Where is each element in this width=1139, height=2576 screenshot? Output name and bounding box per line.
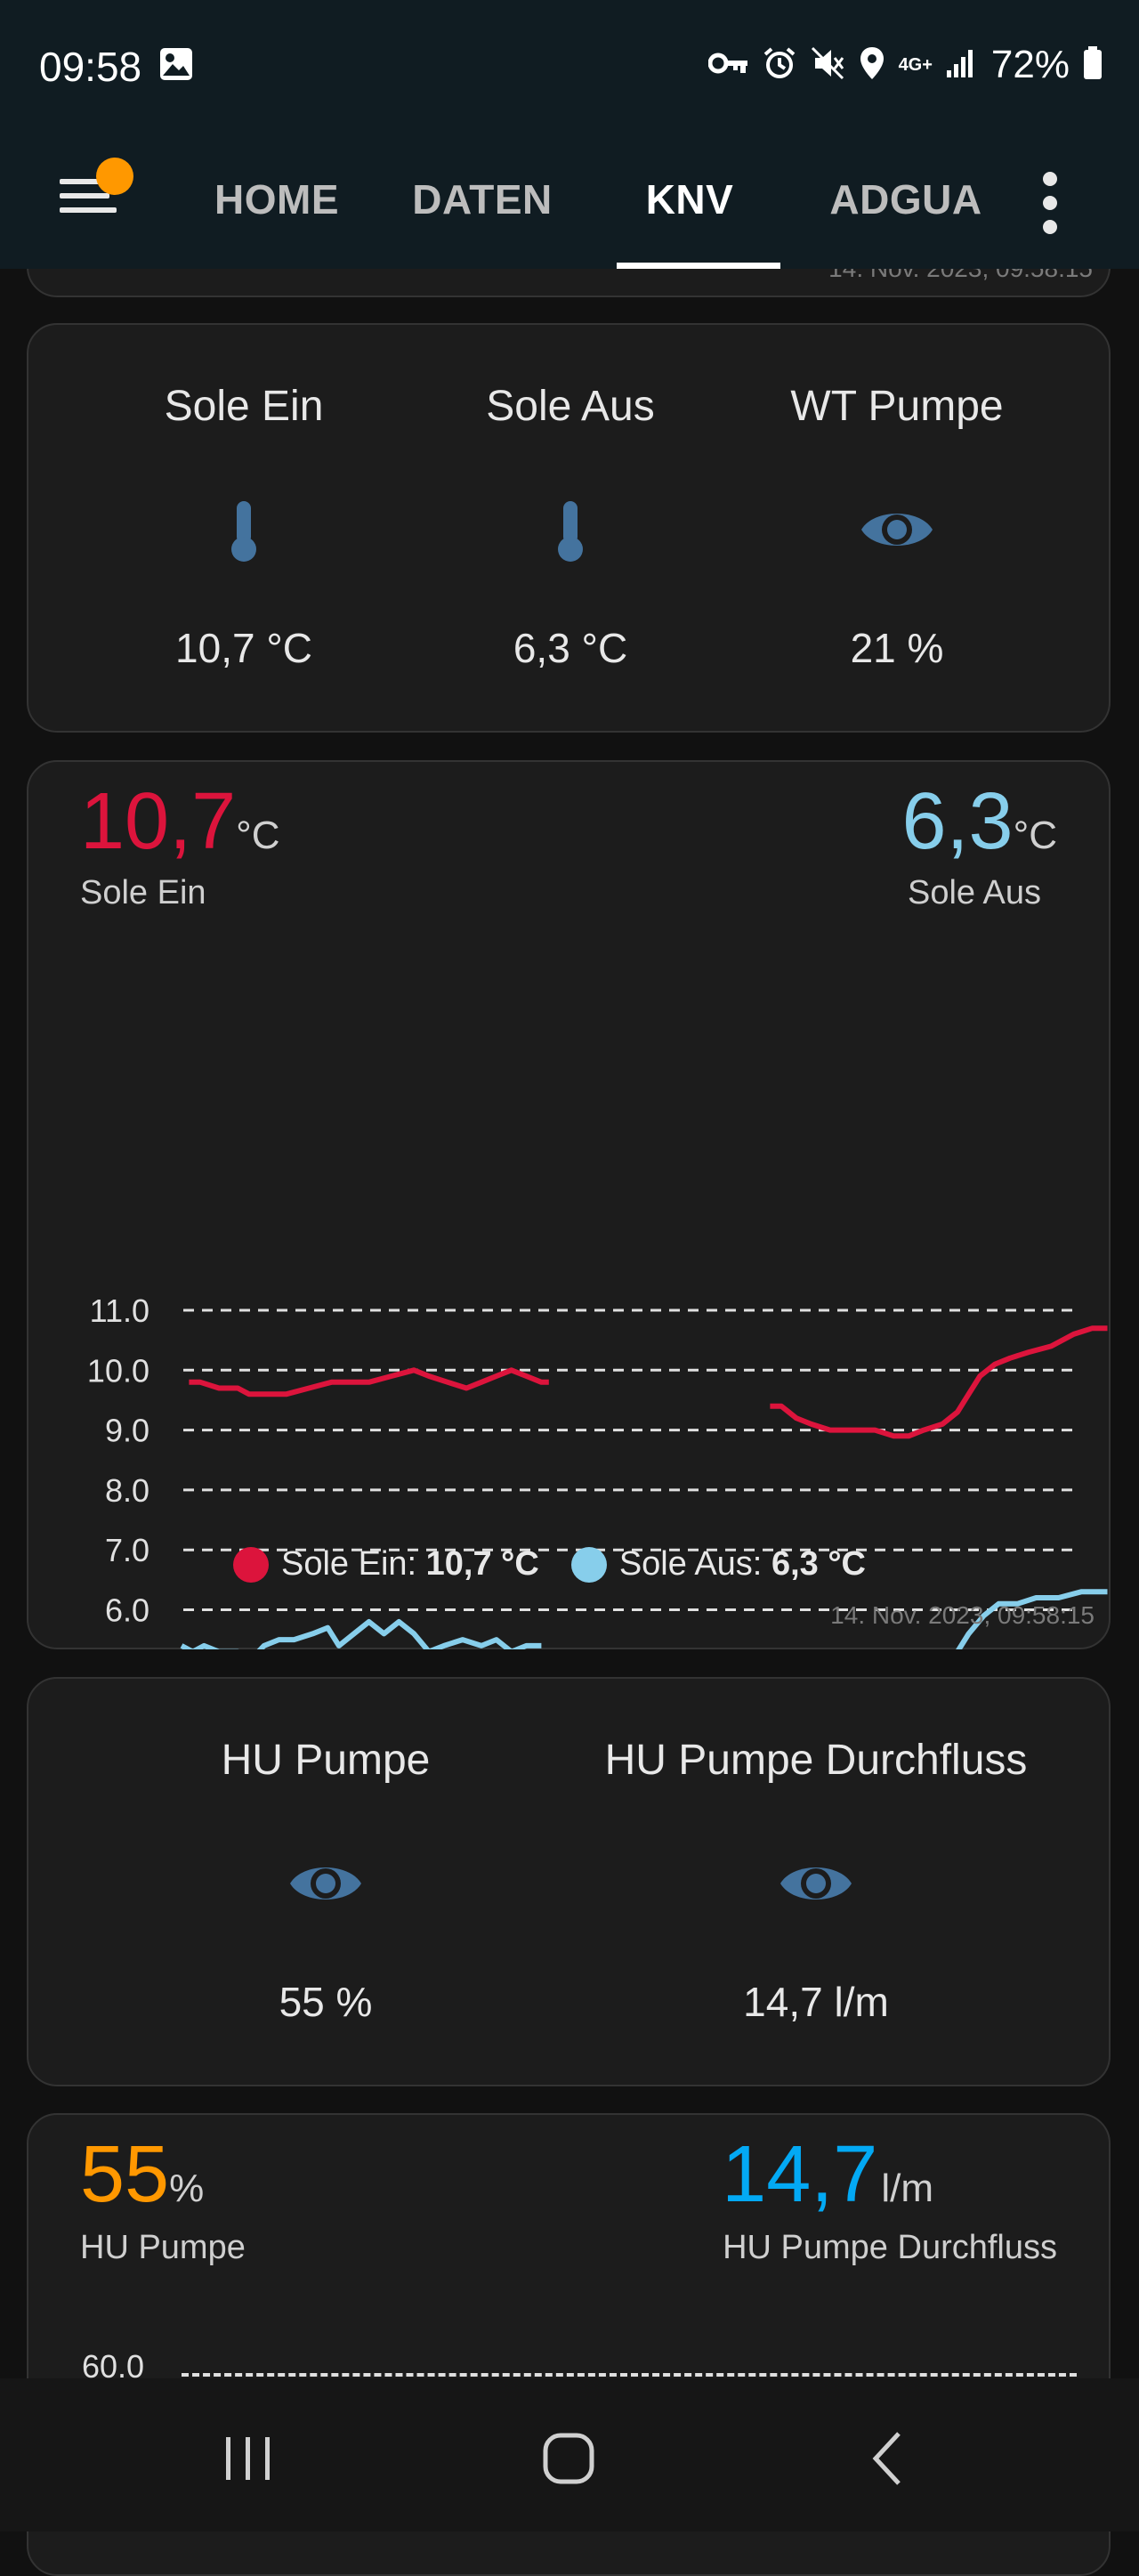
- y-tick-label: 6.0: [105, 1592, 149, 1629]
- overflow-menu-button[interactable]: [1032, 152, 1068, 250]
- eye-icon: [288, 1857, 363, 1915]
- system-navigation-bar: [0, 2378, 1139, 2531]
- hu-pumpe-label: HU Pumpe: [80, 2229, 246, 2266]
- series-line-sole-ein: [189, 1367, 549, 1397]
- status-time: 09:58: [39, 44, 142, 90]
- back-icon: [872, 2432, 901, 2485]
- entity-name: HU Pumpe: [221, 1737, 431, 1784]
- tab-home[interactable]: HOME: [214, 175, 339, 223]
- chart-timestamp: 14. Nov. 2023, 09:58:15: [830, 1601, 1095, 1629]
- hu-entities-card: HU Pumpe 55 % HU Pumpe Durchfluss 14,7 l…: [27, 1677, 1111, 2086]
- sole-ein-number: 10,7: [80, 777, 237, 866]
- eye-icon: [779, 1857, 853, 1915]
- hu-durchfluss-number: 14,7: [722, 2130, 878, 2219]
- battery-icon: [1082, 45, 1103, 85]
- entity-name: Sole Ein: [164, 383, 324, 430]
- hu-pumpe-unit: %: [169, 2167, 205, 2210]
- grid-line: [182, 2373, 1077, 2377]
- entity-value: 10,7 °C: [175, 625, 312, 671]
- sole-aus-unit: °C: [1013, 814, 1057, 857]
- menu-button[interactable]: [53, 147, 142, 236]
- hamburger-icon: [60, 179, 117, 213]
- sole-aus-big-value: 6,3°C: [902, 782, 1058, 862]
- entity-value: 21 %: [850, 625, 944, 671]
- sole-ein-unit: °C: [236, 814, 280, 857]
- sole-entities-card: Sole Ein 10,7 °C Sole Aus 6,3 °C WT Pump…: [27, 323, 1111, 733]
- eye-icon: [860, 503, 934, 561]
- y-tick-label: 7.0: [105, 1532, 149, 1568]
- entity-value: 14,7 l/m: [743, 1979, 889, 2025]
- network-type: 4G+: [898, 55, 933, 75]
- sole-ein-label: Sole Ein: [80, 874, 206, 911]
- legend-swatch-sole-aus: [570, 1546, 607, 1583]
- sole-graph-card[interactable]: 10,7°C Sole Ein 6,3°C Sole Aus 11.0 10.0 9…: [27, 760, 1111, 1649]
- legend-value: 6,3 °C: [771, 1545, 866, 1583]
- thermometer-icon: [551, 498, 590, 570]
- legend-value: 10,7 °C: [425, 1545, 539, 1583]
- tab-adgua[interactable]: ADGUA: [829, 175, 982, 223]
- active-tab-indicator: [617, 263, 780, 269]
- series-line-sole-aus: [180, 1619, 542, 1649]
- alarm-icon: [762, 45, 797, 85]
- location-icon: [858, 45, 886, 85]
- notification-badge: [96, 158, 133, 195]
- home-icon: [543, 2433, 594, 2484]
- hu-durchfluss-label: HU Pumpe Durchfluss: [723, 2229, 1057, 2266]
- battery-percent: 72%: [990, 43, 1070, 86]
- vpn-key-icon: [707, 50, 749, 81]
- sole-line-chart: 11.010.09.08.07.06.05.04.0 10:0014:0018:…: [87, 1292, 1108, 1649]
- signal-icon: [945, 47, 975, 84]
- entity-value: 6,3 °C: [513, 625, 628, 671]
- y-tick-label: 8.0: [105, 1472, 149, 1509]
- entity-name: Sole Aus: [486, 383, 655, 430]
- legend-name[interactable]: Sole Ein:: [281, 1545, 417, 1583]
- more-vert-icon: [1043, 172, 1057, 234]
- entity-value: 55 %: [279, 1979, 373, 2025]
- recents-icon: [226, 2437, 270, 2480]
- sole-ein-big-value: 10,7°C: [80, 782, 280, 862]
- tab-knv[interactable]: KNV: [645, 175, 734, 223]
- y-tick-label: 10.0: [87, 1352, 149, 1389]
- gallery-notification-icon: [158, 46, 194, 86]
- tab-daten[interactable]: DATEN: [412, 175, 553, 223]
- series-line-sole-ein: [770, 1325, 1108, 1439]
- legend-swatch-sole-ein: [233, 1546, 269, 1583]
- y-tick-label: 11.0: [90, 1292, 149, 1329]
- tab-bar: HOME DATEN KNV ADGUA: [178, 129, 1022, 269]
- recent-apps-button[interactable]: [203, 2414, 292, 2503]
- y-tick-label: 9.0: [105, 1413, 149, 1449]
- app-toolbar: HOME DATEN KNV ADGUA: [0, 129, 1139, 269]
- hu-pumpe-number: 55: [80, 2130, 170, 2219]
- series-line-sole-aus: [956, 1589, 1108, 1649]
- sole-aus-label: Sole Aus: [908, 874, 1041, 911]
- sole-aus-number: 6,3: [901, 777, 1014, 866]
- legend-name[interactable]: Sole Aus:: [618, 1545, 763, 1583]
- home-button[interactable]: [523, 2414, 612, 2503]
- entity-name: WT Pumpe: [790, 383, 1004, 430]
- hu-pumpe-big-value: 55%: [80, 2135, 204, 2215]
- status-bar: 09:58 4G+ 72%: [0, 0, 1139, 129]
- thermometer-icon: [224, 498, 263, 570]
- hu-durchfluss-unit: l/m: [881, 2167, 933, 2210]
- hu-durchfluss-big-value: 14,7l/m: [722, 2135, 933, 2215]
- entity-name: HU Pumpe Durchfluss: [604, 1737, 1028, 1784]
- mute-icon: [810, 45, 845, 85]
- chart-legend: Sole Ein: 10,7 °C Sole Aus: 6,3 °C: [233, 1545, 866, 1584]
- back-button[interactable]: [844, 2414, 933, 2503]
